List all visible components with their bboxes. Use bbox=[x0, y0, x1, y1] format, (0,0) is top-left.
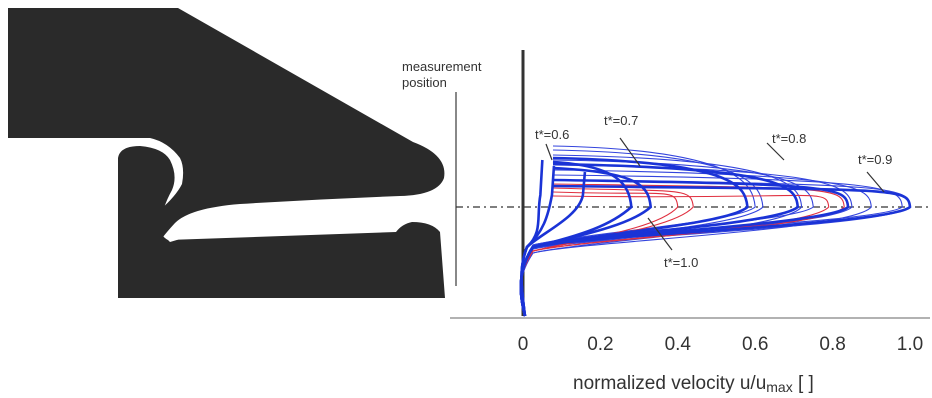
velocity-profiles bbox=[519, 145, 912, 317]
x-axis-title: normalized velocity u/umax [ ] bbox=[573, 373, 814, 395]
upper-nozzle-body bbox=[8, 8, 445, 246]
x-tick-label: 0.6 bbox=[742, 334, 768, 355]
measurement-label-line1: measurement bbox=[402, 59, 482, 74]
thick-profile-t06 bbox=[520, 165, 556, 317]
leader-t10 bbox=[647, 217, 673, 251]
leader-t08 bbox=[766, 142, 785, 161]
annotation-t10: t*=1.0 bbox=[664, 255, 698, 270]
x-tick-label: 0.4 bbox=[665, 334, 692, 355]
x-tick-label: 0.2 bbox=[587, 334, 613, 355]
annotation-t07: t*=0.7 bbox=[604, 113, 638, 128]
red-profile bbox=[520, 191, 679, 317]
gap-sliver bbox=[166, 212, 411, 242]
x-tick-label: 0 bbox=[518, 334, 529, 355]
thin-profile bbox=[520, 179, 911, 317]
annotation-t09: t*=0.9 bbox=[858, 152, 892, 167]
x-axis-title-unit: [ ] bbox=[793, 373, 814, 394]
x-tick-labels: 0 0.2 0.4 0.6 0.8 1.0 bbox=[518, 334, 924, 355]
x-axis-title-sub: max bbox=[766, 379, 792, 395]
x-tick-label: 1.0 bbox=[897, 334, 923, 355]
x-tick-label: 0.8 bbox=[819, 334, 845, 355]
annotation-t08: t*=0.8 bbox=[772, 131, 806, 146]
annotation-t06: t*=0.6 bbox=[535, 127, 569, 142]
annotation-leaders bbox=[545, 137, 885, 251]
x-axis-title-main: normalized velocity u/u bbox=[573, 373, 766, 394]
leader-t09 bbox=[866, 171, 885, 193]
leader-t07 bbox=[619, 137, 641, 167]
red-profile bbox=[520, 183, 845, 317]
nozzle-geometry bbox=[8, 8, 445, 298]
thick-profile-t09 bbox=[519, 184, 912, 317]
measurement-label-line2: position bbox=[402, 75, 447, 90]
leader-t06 bbox=[545, 143, 553, 161]
lower-nozzle-body bbox=[118, 146, 445, 298]
